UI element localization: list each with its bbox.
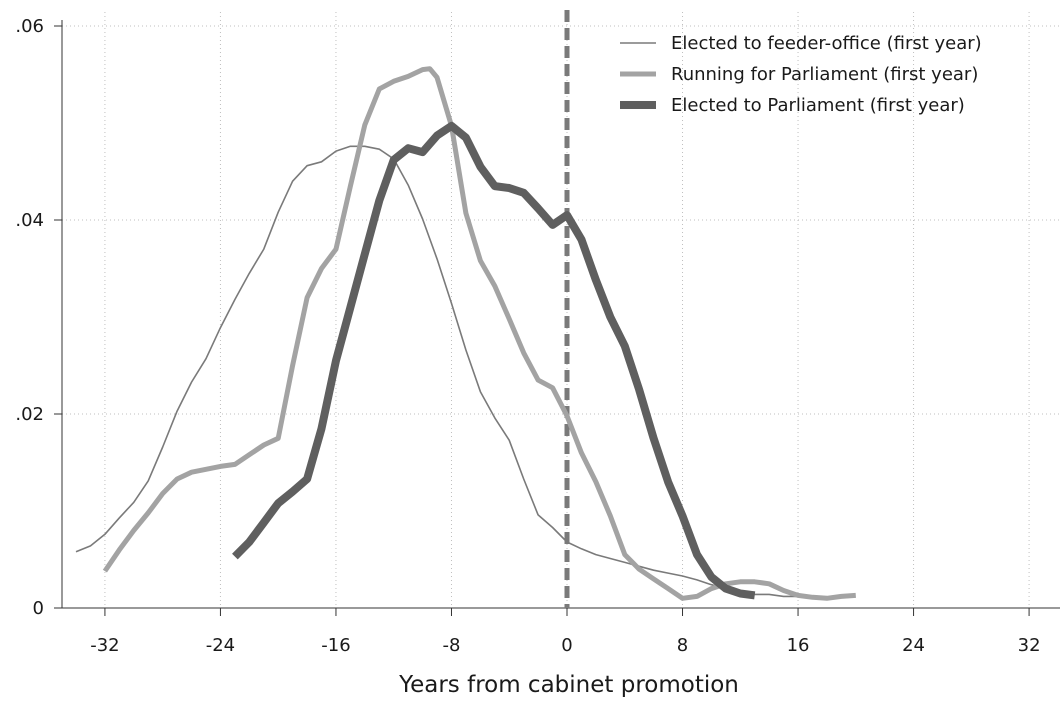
- legend-label-1: Elected to feeder-office (first year): [671, 33, 982, 54]
- legend-label-3: Elected to Parliament (first year): [671, 95, 965, 116]
- series-layer: [75, 66, 856, 601]
- series-line-2: [102, 66, 856, 601]
- x-tick-label: 16: [787, 635, 810, 656]
- y-tick-label: .04: [15, 210, 44, 231]
- x-tick-label: 32: [1018, 635, 1041, 656]
- x-tick-label: -8: [443, 635, 461, 656]
- x-tick-layer: -32 -24 -16 -8 0 8 16 24 32: [90, 608, 1041, 656]
- x-tick-label: 8: [677, 635, 688, 656]
- x-tick-label: 24: [902, 635, 925, 656]
- axis-layer: [61, 20, 1060, 609]
- x-tick-label: -24: [206, 635, 235, 656]
- y-tick-label: .02: [15, 404, 44, 425]
- y-tick-label: .06: [15, 16, 44, 37]
- y-tick-layer: 0 .02 .04 .06: [15, 16, 62, 619]
- x-tick-label: 0: [561, 635, 572, 656]
- x-tick-label: -16: [321, 635, 350, 656]
- legend-label-2: Running for Parliament (first year): [671, 64, 978, 85]
- series-line-1: [75, 145, 798, 598]
- series-line-3: [232, 121, 756, 600]
- y-tick-label: 0: [33, 598, 44, 619]
- legend: Elected to feeder-office (first year) Run…: [620, 33, 982, 116]
- x-tick-label: -32: [90, 635, 119, 656]
- x-axis-title: Years from cabinet promotion: [398, 672, 739, 697]
